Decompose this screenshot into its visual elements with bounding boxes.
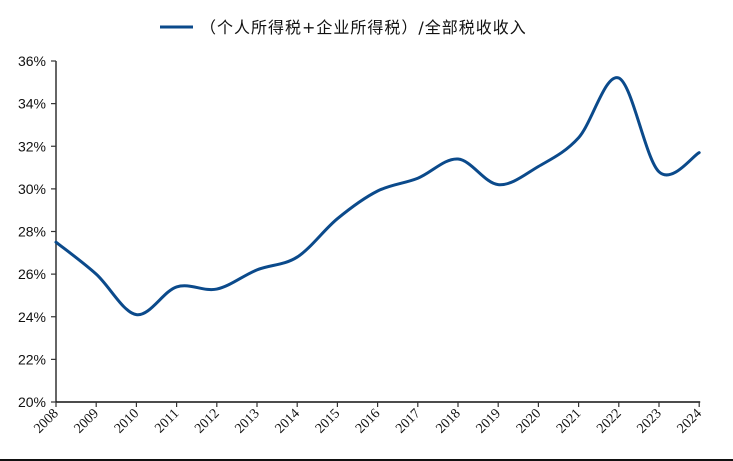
y-tick-label: 34% (18, 96, 46, 112)
y-tick-label: 36% (18, 53, 46, 69)
y-tick-label: 20% (18, 394, 46, 410)
x-tick-label: 2021 (554, 406, 584, 436)
x-tick-label: 2024 (675, 406, 705, 436)
x-tick-label: 2013 (232, 406, 262, 436)
x-tick-label: 2023 (634, 406, 664, 436)
y-tick-label: 30% (18, 181, 46, 197)
x-tick-label: 2020 (514, 406, 544, 436)
y-axis: 20% 22% 24% 26% 28% 30% 32% 34% 36% (18, 53, 57, 410)
x-tick-label: 2015 (313, 406, 343, 436)
frame-bottom-border (0, 459, 733, 461)
x-tick-label: 2019 (474, 406, 504, 436)
legend: （个人所得税+企业所得税）/全部税收收入 (160, 18, 527, 37)
x-tick-label: 2008 (31, 406, 61, 436)
data-line (54, 76, 701, 317)
x-tick-label: 2009 (72, 406, 102, 436)
y-tick-label: 28% (18, 224, 46, 240)
y-tick-label: 24% (18, 309, 46, 325)
x-tick-label: 2018 (433, 406, 463, 436)
x-tick-label: 2011 (152, 406, 182, 436)
x-tick-label: 2022 (594, 406, 624, 436)
x-tick-label: 2014 (273, 406, 303, 436)
x-axis: 2008 2009 2010 2011 2012 2013 2014 2015 2016 2017… (31, 401, 705, 437)
x-tick-label: 2012 (192, 406, 222, 436)
x-tick-label: 2016 (353, 406, 383, 436)
legend-label: （个人所得税+企业所得税）/全部税收收入 (200, 18, 527, 37)
x-tick-label: 2017 (393, 406, 423, 436)
y-tick-label: 26% (18, 266, 46, 282)
x-tick-label: 2010 (112, 406, 142, 436)
y-tick-label: 22% (18, 351, 46, 367)
y-tick-label: 32% (18, 138, 46, 154)
